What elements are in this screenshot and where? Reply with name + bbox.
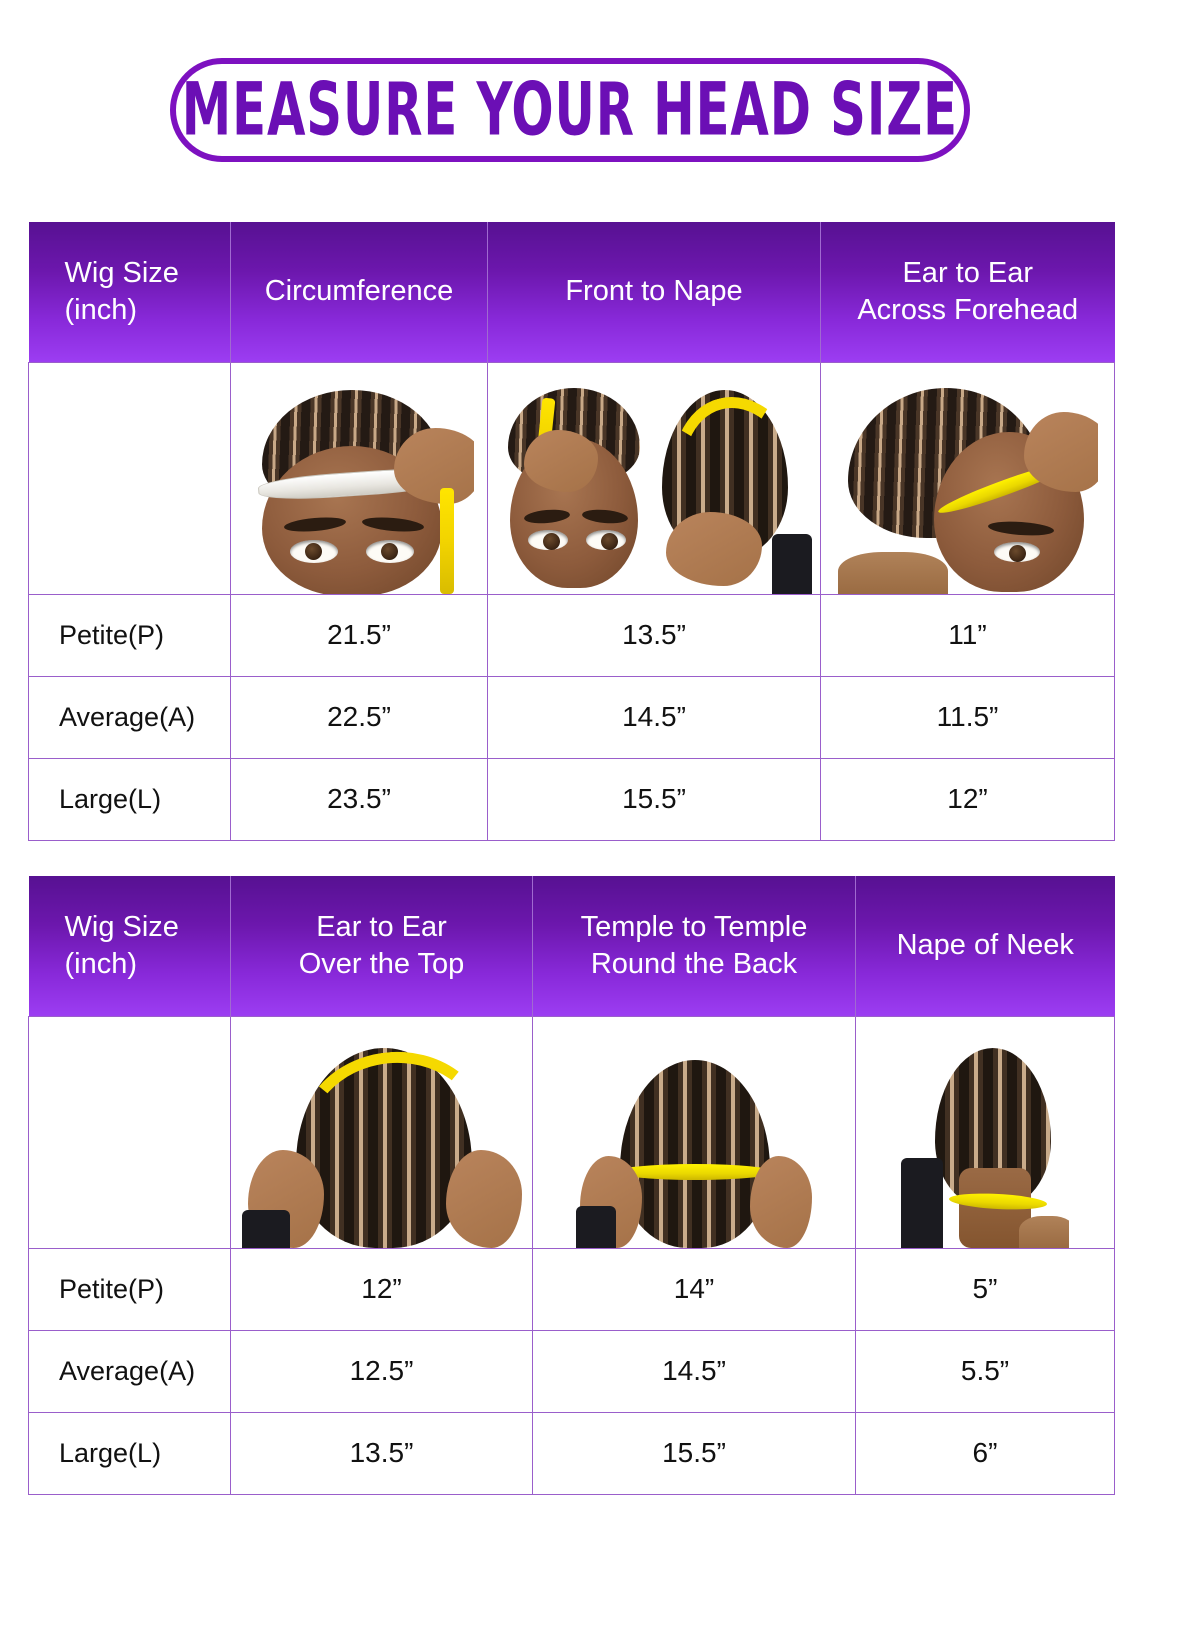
table-row: Average(A) 22.5” 14.5” 11.5” [28,675,1115,759]
page-title-pill: MEASURE YOUR HEAD SIZE [170,58,970,162]
cell-ear-to-ear-over-top: 13.5” [230,1411,533,1495]
cell-nape-of-neck: 6” [855,1411,1115,1495]
table-1-image-row [28,361,1115,595]
cell-circumference: 23.5” [230,757,488,841]
table-2-header: Wig Size (inch) Ear to Ear Over the Top … [28,876,1115,1016]
row-label: Petite(P) [28,593,231,677]
cell-ear-to-ear-forehead: 12” [820,757,1115,841]
row-label: Large(L) [28,1411,231,1495]
table-row: Petite(P) 12” 14” 5” [28,1247,1115,1331]
header-line-2: Round the Back [590,947,798,980]
header-line-2: (inch) [64,293,138,326]
cell-temple-to-temple: 14.5” [532,1329,856,1413]
header-line-1: Ear to Ear [316,910,447,943]
header-line-2: Over the Top [298,947,465,980]
header-line-1: Ear to Ear [902,256,1034,289]
table-2-header-nape-of-neck: Nape of Neek [855,876,1115,1016]
circumference-photo-cell [230,361,488,595]
cell-circumference: 21.5” [230,593,488,677]
size-chart-table-1: Wig Size (inch) Circumference Front to N… [28,222,1115,841]
ear-to-ear-forehead-photo-cell [820,361,1115,595]
table-row: Large(L) 23.5” 15.5” 12” [28,757,1115,841]
table-1-header-circumference: Circumference [230,222,488,362]
cell-ear-to-ear-forehead: 11” [820,593,1115,677]
ear-to-ear-over-top-photo [231,1016,532,1248]
circumference-photo [231,362,487,594]
header-line-1: Wig Size [64,256,179,289]
cell-nape-of-neck: 5” [855,1247,1115,1331]
table-1-header-ear-to-ear-forehead: Ear to Ear Across Forehead [820,222,1115,362]
header-line-1: Circumference [264,275,454,308]
table-2-header-temple-to-temple: Temple to Temple Round the Back [532,876,856,1016]
page-title: MEASURE YOUR HEAD SIZE [181,67,959,153]
table-2-header-row: Wig Size (inch) Ear to Ear Over the Top … [28,876,1115,1016]
empty-cell [28,361,231,595]
empty-cell [28,1015,231,1249]
header-line-2: (inch) [64,947,138,980]
cell-front-to-nape: 13.5” [487,593,821,677]
size-chart-table-2: Wig Size (inch) Ear to Ear Over the Top … [28,876,1115,1495]
front-to-nape-photo-cell [487,361,821,595]
header-line-1: Temple to Temple [580,910,808,943]
header-line-1: Wig Size [64,910,179,943]
table-1-header-row: Wig Size (inch) Circumference Front to N… [28,222,1115,362]
nape-of-neck-photo [856,1016,1114,1248]
front-to-nape-photo [488,362,820,594]
cell-front-to-nape: 14.5” [487,675,821,759]
row-label: Large(L) [28,757,231,841]
header-line-1: Front to Nape [565,275,743,308]
ear-to-ear-over-top-photo-cell [230,1015,533,1249]
row-label: Average(A) [28,675,231,759]
row-label: Average(A) [28,1329,231,1413]
table-row: Average(A) 12.5” 14.5” 5.5” [28,1329,1115,1413]
cell-ear-to-ear-forehead: 11.5” [820,675,1115,759]
table-row: Large(L) 13.5” 15.5” 6” [28,1411,1115,1495]
ear-to-ear-forehead-photo [821,362,1114,594]
cell-ear-to-ear-over-top: 12.5” [230,1329,533,1413]
table-2-body: Petite(P) 12” 14” 5” Average(A) 12.5” 14… [28,1015,1115,1495]
temple-to-temple-back-photo [533,1016,855,1248]
cell-ear-to-ear-over-top: 12” [230,1247,533,1331]
table-2-header-wig-size: Wig Size (inch) [28,876,231,1016]
cell-temple-to-temple: 15.5” [532,1411,856,1495]
table-2-image-row [28,1015,1115,1249]
header-line-2: Across Forehead [857,293,1079,326]
header-line-1: Nape of Neek [896,929,1074,962]
table-2-header-ear-to-ear-over-top: Ear to Ear Over the Top [230,876,533,1016]
table-1-header: Wig Size (inch) Circumference Front to N… [28,222,1115,362]
table-1-header-wig-size: Wig Size (inch) [28,222,231,362]
table-1-body: Petite(P) 21.5” 13.5” 11” Average(A) 22.… [28,361,1115,841]
cell-temple-to-temple: 14” [532,1247,856,1331]
cell-circumference: 22.5” [230,675,488,759]
table-1-header-front-to-nape: Front to Nape [487,222,821,362]
row-label: Petite(P) [28,1247,231,1331]
temple-to-temple-back-photo-cell [532,1015,856,1249]
table-row: Petite(P) 21.5” 13.5” 11” [28,593,1115,677]
cell-nape-of-neck: 5.5” [855,1329,1115,1413]
cell-front-to-nape: 15.5” [487,757,821,841]
nape-of-neck-photo-cell [855,1015,1115,1249]
